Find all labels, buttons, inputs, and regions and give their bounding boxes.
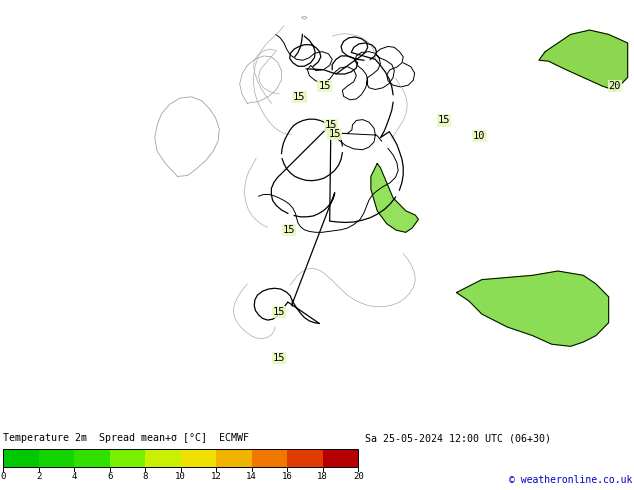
Text: 20: 20 bbox=[609, 81, 621, 91]
Text: 10: 10 bbox=[176, 472, 186, 481]
Text: 8: 8 bbox=[143, 472, 148, 481]
Text: 15: 15 bbox=[273, 307, 285, 317]
Text: 15: 15 bbox=[328, 129, 341, 139]
Text: 10: 10 bbox=[473, 131, 486, 142]
Bar bbox=[110, 449, 145, 467]
Text: 4: 4 bbox=[72, 472, 77, 481]
Bar bbox=[39, 449, 74, 467]
Text: 15: 15 bbox=[325, 120, 337, 130]
Text: 15: 15 bbox=[293, 92, 306, 102]
Polygon shape bbox=[539, 30, 628, 90]
Text: 18: 18 bbox=[318, 472, 328, 481]
Text: 15: 15 bbox=[283, 225, 295, 235]
Text: 2: 2 bbox=[36, 472, 41, 481]
Bar bbox=[74, 449, 110, 467]
Text: 16: 16 bbox=[282, 472, 292, 481]
Bar bbox=[3, 449, 358, 467]
Text: 14: 14 bbox=[247, 472, 257, 481]
Bar bbox=[181, 449, 216, 467]
Text: 12: 12 bbox=[211, 472, 221, 481]
Bar bbox=[323, 449, 358, 467]
Bar bbox=[145, 449, 181, 467]
Text: 20: 20 bbox=[353, 472, 363, 481]
Bar bbox=[3, 449, 39, 467]
Text: Temperature 2m  Spread mean+σ [°C]  ECMWF: Temperature 2m Spread mean+σ [°C] ECMWF bbox=[3, 433, 249, 443]
Bar bbox=[287, 449, 323, 467]
Text: 0: 0 bbox=[1, 472, 6, 481]
Bar bbox=[252, 449, 287, 467]
Text: Sa 25-05-2024 12:00 UTC (06+30): Sa 25-05-2024 12:00 UTC (06+30) bbox=[365, 433, 550, 443]
Text: 15: 15 bbox=[273, 353, 285, 363]
Polygon shape bbox=[456, 271, 609, 346]
Text: 15: 15 bbox=[437, 116, 450, 125]
Polygon shape bbox=[371, 164, 418, 232]
Text: © weatheronline.co.uk: © weatheronline.co.uk bbox=[509, 475, 633, 485]
Text: 6: 6 bbox=[107, 472, 112, 481]
Text: 15: 15 bbox=[318, 81, 331, 91]
Bar bbox=[216, 449, 252, 467]
